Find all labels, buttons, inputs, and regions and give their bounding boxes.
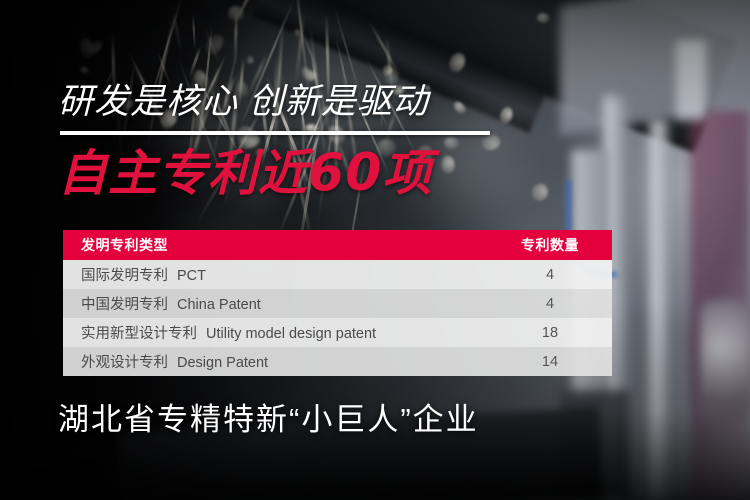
table-row: 国际发明专利 PCT 4 [63,260,612,289]
cell-patent-quantity: 18 [488,318,612,347]
table-row: 中国发明专利 China Patent 4 [63,289,612,318]
patent-type-en: PCT [177,268,206,284]
cell-patent-type: 国际发明专利 PCT [63,260,488,289]
cell-patent-type: 中国发明专利 China Patent [63,289,488,318]
headline-main-suffix: 项 [382,147,433,201]
cell-patent-quantity: 14 [488,347,612,376]
column-header-quantity: 专利数量 [488,230,612,260]
headline-top: 研发是核心 创新是驱动 [58,82,429,121]
cell-patent-type: 实用新型设计专利 Utility model design patent [63,318,488,347]
cell-patent-quantity: 4 [488,260,612,289]
patent-type-cn: 外观设计专利 [81,355,168,371]
cell-patent-quantity: 4 [488,289,612,318]
headline-divider [60,131,490,135]
table-header: 发明专利类型 专利数量 [63,230,612,260]
footer-caption: 湖北省专精特新“小巨人”企业 [58,402,479,437]
headline-main-number: 60 [308,143,383,203]
patent-table: 发明专利类型 专利数量 国际发明专利 PCT 4 中国发明专利 China Patent… [63,230,612,376]
patent-type-cn: 国际发明专利 [81,268,168,284]
patent-type-cn: 中国发明专利 [81,297,168,313]
cell-patent-type: 外观设计专利 Design Patent [63,347,488,376]
column-header-type: 发明专利类型 [63,230,488,260]
table-body: 国际发明专利 PCT 4 中国发明专利 China Patent 4 实用新型设计专利 Uti… [63,260,612,376]
table-row: 外观设计专利 Design Patent 14 [63,347,612,376]
table-header-row: 发明专利类型 专利数量 [63,230,612,260]
headline-main: 自主专利近60项 [58,142,432,205]
patent-type-en: Utility model design patent [206,326,377,342]
table-row: 实用新型设计专利 Utility model design patent 18 [63,318,612,347]
headline-main-prefix: 自主专利近 [58,147,309,201]
patent-type-cn: 实用新型设计专利 [81,326,197,342]
patent-type-en: China Patent [177,297,261,313]
patent-type-en: Design Patent [177,355,269,371]
